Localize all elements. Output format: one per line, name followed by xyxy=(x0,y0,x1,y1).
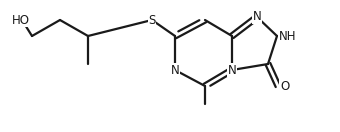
Text: N: N xyxy=(253,11,261,23)
Text: HO: HO xyxy=(12,13,30,27)
Text: N: N xyxy=(171,63,180,77)
Text: O: O xyxy=(280,79,289,93)
Text: N: N xyxy=(227,63,236,77)
Text: NH: NH xyxy=(279,29,296,43)
Text: S: S xyxy=(148,13,156,27)
